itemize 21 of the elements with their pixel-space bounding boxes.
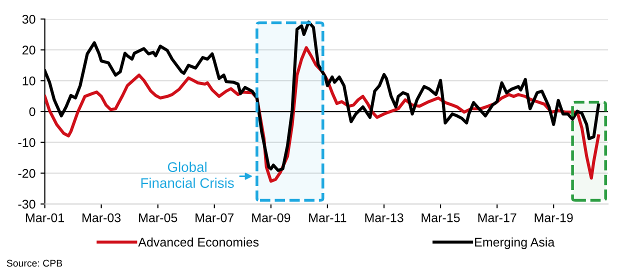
x-tick-label: Mar-15 <box>422 213 460 222</box>
y-tick-label: -10 <box>18 138 36 147</box>
x-tick-label: Mar-17 <box>478 213 516 222</box>
x-tick-label: Mar-19 <box>534 213 573 222</box>
x-tick-label: Mar-07 <box>196 213 234 222</box>
y-tick-label: 10 <box>22 76 36 86</box>
y-tick-label: -20 <box>18 168 36 178</box>
x-tick-label: Mar-13 <box>365 213 404 222</box>
legend-label: Advanced Economies <box>138 237 259 247</box>
y-tick-label: 30 <box>22 14 36 24</box>
source-note: Source: CPB <box>6 260 62 267</box>
x-tick-label: Mar-11 <box>309 213 346 222</box>
x-tick-label: Mar-01 <box>26 213 64 222</box>
y-tick-label: 20 <box>22 46 36 55</box>
legend-label: Emerging Asia <box>475 237 555 250</box>
y-tick-label: -30 <box>18 200 36 209</box>
x-tick-label: Mar-03 <box>82 213 121 222</box>
x-tick-label: Mar-05 <box>139 213 178 222</box>
annotation: Global Financial Crisis <box>141 162 234 188</box>
y-tick-label: 0 <box>29 107 36 116</box>
x-tick-label: Mar-09 <box>252 213 290 222</box>
